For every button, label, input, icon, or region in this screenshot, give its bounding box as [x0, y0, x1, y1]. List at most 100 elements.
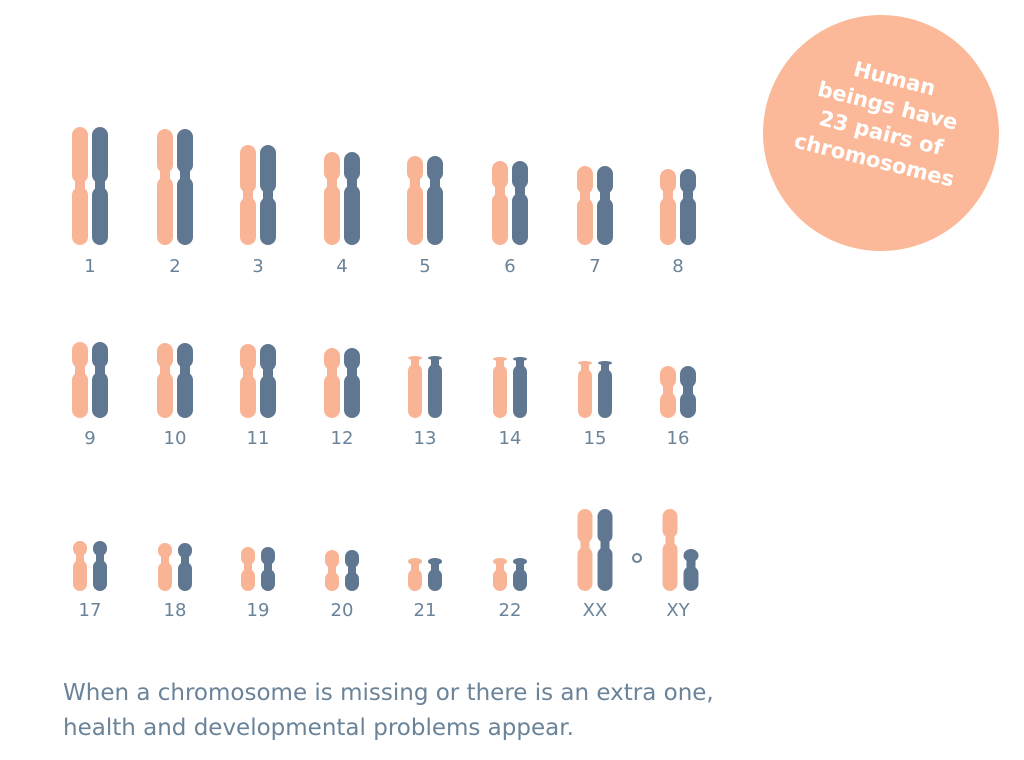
chromosome-label: 3 [252, 256, 263, 277]
chromosome-arm [157, 177, 173, 245]
centromere [181, 556, 189, 564]
chromosome-arm [157, 372, 173, 418]
chromosome-arm [240, 145, 256, 193]
chromosome-arm [345, 572, 359, 591]
chromosome-arm [93, 541, 107, 556]
centromere [160, 366, 170, 374]
chromosome-arm [324, 152, 340, 181]
chromosome-arm [577, 198, 593, 245]
chromosome-arm [492, 161, 508, 189]
chromosome-label: 9 [84, 428, 95, 449]
chromosome-arm [72, 187, 88, 245]
centromere [263, 191, 273, 199]
centromere [180, 171, 190, 179]
chromosome-arm [158, 543, 172, 558]
centromere [495, 187, 505, 195]
chromosome-arm [597, 166, 613, 194]
chromosome-arm [324, 185, 340, 245]
centromere [663, 386, 673, 394]
chromosome-arm [492, 193, 508, 245]
centromere [161, 556, 169, 564]
chromosome-arm [597, 509, 613, 543]
chromosome-arm [662, 542, 678, 591]
chromosome-arm [260, 197, 276, 245]
chromosome-arm [407, 156, 423, 181]
badge-circle [763, 15, 999, 251]
chromosome-arm [407, 185, 423, 245]
separator-dot [632, 553, 642, 563]
chromosome-arm [660, 169, 676, 193]
chromosome-arm [241, 547, 255, 565]
centromere [431, 563, 439, 571]
centromere [180, 366, 190, 374]
chromosome-arm [157, 129, 173, 173]
centromere [431, 358, 439, 366]
centromere [328, 566, 336, 574]
centromere [683, 386, 693, 394]
chromosome-arm [240, 375, 256, 418]
chromosome-label: 12 [331, 428, 354, 449]
chromosome-arm [598, 369, 612, 418]
chromosome-label: XY [666, 600, 690, 621]
chromosome-arm [92, 372, 108, 418]
chromosome-arm [344, 185, 360, 245]
centromere [665, 536, 675, 544]
chromosome-arm [260, 344, 276, 371]
chromosome-arm [578, 369, 592, 418]
centromere [327, 179, 337, 187]
centromere [516, 563, 524, 571]
centromere [76, 554, 84, 562]
chromosome-arm [660, 366, 676, 388]
chromosome-label: 22 [499, 600, 522, 621]
chromosome-arm [660, 392, 676, 418]
chromosome-arm [92, 127, 108, 183]
centromere [600, 192, 610, 200]
chromosome-label: 8 [672, 256, 683, 277]
centromere [75, 181, 85, 189]
chromosome-arm [261, 569, 275, 591]
caption-line: health and developmental problems appear… [63, 715, 574, 741]
chromosome-arm [344, 374, 360, 418]
chromosome-arm [241, 569, 255, 591]
chromosome-arm [344, 348, 360, 370]
chromosome-label: 1 [84, 256, 95, 277]
chromosome-arm [513, 365, 527, 418]
chromosome-arm [93, 560, 107, 591]
centromere [96, 554, 104, 562]
chromosome-arm [178, 543, 192, 558]
chromosome-label: 19 [247, 600, 270, 621]
centromere [160, 171, 170, 179]
chromosome-arm [325, 572, 339, 591]
centromere [496, 563, 504, 571]
chromosome-arm [73, 560, 87, 591]
chromosome-arm [157, 343, 173, 368]
chromosome-arm [408, 364, 422, 418]
chromosome-arm [577, 547, 593, 591]
chromosome-arm [680, 366, 696, 388]
chromosome-arm [345, 550, 359, 568]
chromosome-arm [261, 547, 275, 565]
chromosome-arm [597, 547, 613, 591]
chromosome-arm [92, 187, 108, 245]
centromere [516, 359, 524, 367]
chromosome-arm [577, 509, 593, 543]
centromere [95, 181, 105, 189]
chromosome-arm [324, 348, 340, 370]
chromosome-label: 17 [79, 600, 102, 621]
chromosome-arm [660, 197, 676, 245]
chromosome-label: 21 [414, 600, 437, 621]
chromosome-arm [73, 541, 87, 556]
centromere [496, 359, 504, 367]
chromosome-arm [680, 392, 696, 418]
chromosome-arm [240, 344, 256, 371]
centromere [515, 187, 525, 195]
chromosome-label: 7 [589, 256, 600, 277]
chromosome-arm [427, 156, 443, 181]
centromere [411, 358, 419, 366]
badge: Human beings have 23 pairs of chromosome… [763, 15, 999, 251]
centromere [264, 563, 272, 571]
centromere [263, 369, 273, 377]
centromere [411, 563, 419, 571]
chromosome-arm [158, 562, 172, 591]
